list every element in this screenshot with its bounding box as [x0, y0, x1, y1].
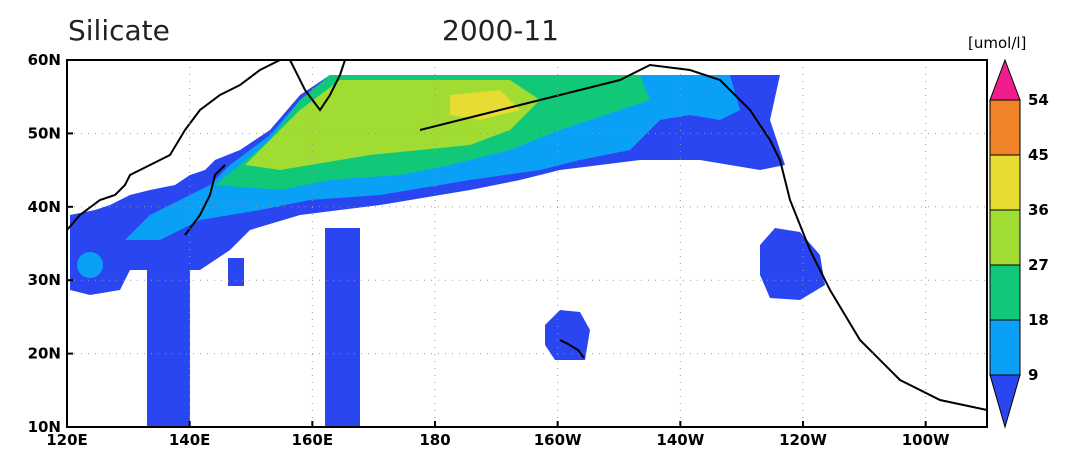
frame — [66, 59, 988, 428]
colorbar-box — [989, 99, 1021, 156]
colorbar-box — [989, 319, 1021, 376]
colorbar-label: 54 — [1028, 91, 1049, 109]
x-tick-label: 160W — [534, 431, 582, 449]
y-tick-label: 10N — [28, 418, 61, 436]
unit: [umol/l] — [968, 34, 1026, 52]
y-tick-label: 60N — [28, 51, 61, 69]
y-tick-label: 20N — [28, 345, 61, 363]
x-tick-label: 100W — [902, 431, 950, 449]
x-tick-label: 180 — [419, 431, 450, 449]
field-blue — [147, 250, 190, 427]
x-tick-label: 120E — [46, 431, 88, 449]
colorbar-box — [989, 154, 1021, 211]
y-tick-label: 40N — [28, 198, 61, 216]
colorbar-label: 9 — [1028, 366, 1038, 384]
colorbar-label: 27 — [1028, 256, 1049, 274]
title: Silicate — [68, 14, 170, 47]
colorbar-label: 45 — [1028, 146, 1049, 164]
date: 2000-11 — [442, 14, 559, 47]
field-yellow — [450, 90, 520, 120]
colorbar-box — [989, 209, 1021, 266]
colorbar: 9 18 27 36 45 54 — [989, 58, 1049, 429]
x-tick-label: 160E — [292, 431, 334, 449]
colorbar-lower — [989, 374, 1021, 429]
x-tick-label: 120W — [779, 431, 827, 449]
y-tick-label: 30N — [28, 271, 61, 289]
field-blue — [325, 228, 360, 427]
coastlines — [66, 59, 988, 411]
y-tick-label: 50N — [28, 124, 61, 142]
field-lightblue — [77, 252, 103, 278]
colorbar-box — [989, 264, 1021, 321]
field-blue — [545, 310, 590, 360]
x-tick-label: 140W — [656, 431, 704, 449]
colorbar-label: 36 — [1028, 201, 1049, 219]
fields — [70, 75, 825, 427]
colorbar-upper — [989, 58, 1021, 101]
field-blue — [228, 258, 244, 286]
field-blue — [760, 228, 825, 300]
x-tick-label: 140E — [169, 431, 211, 449]
colorbar-label: 18 — [1028, 311, 1049, 329]
